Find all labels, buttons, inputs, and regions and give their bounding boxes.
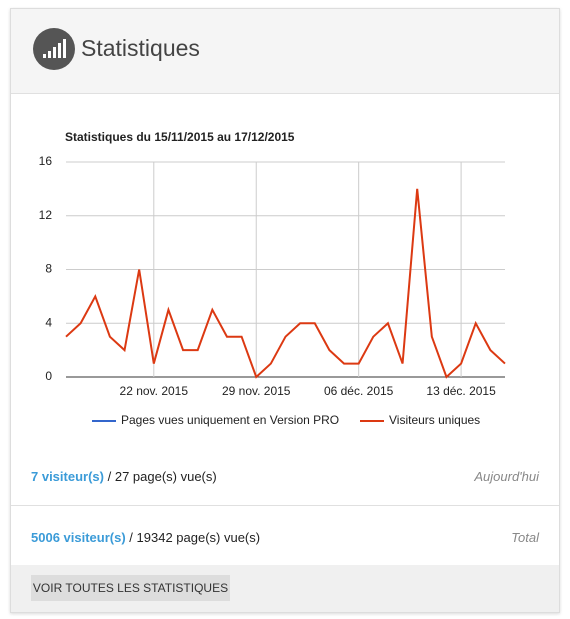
x-tick-label: 22 nov. 2015	[120, 384, 189, 398]
x-tick-label: 29 nov. 2015	[222, 384, 291, 398]
card-footer: VOIR TOUTES LES STATISTIQUES	[11, 565, 559, 612]
stats-card: Statistiques 7 visiteur(s) / 27 page(s) …	[10, 8, 560, 613]
y-tick-label: 12	[39, 208, 53, 222]
x-tick-label: 06 déc. 2015	[324, 384, 394, 398]
y-tick-label: 4	[45, 315, 52, 329]
y-tick-label: 0	[45, 369, 52, 383]
stats-icon	[33, 28, 75, 70]
pages: / 19342 page(s) vue(s)	[129, 530, 261, 545]
stat-row: 7 visiteur(s) / 27 page(s) vue(s) Aujour…	[11, 461, 559, 491]
data-line	[65, 188, 506, 379]
all-stats-button[interactable]: VOIR TOUTES LES STATISTIQUES	[31, 575, 230, 601]
visitors[interactable]: 5006 visiteur(s)	[31, 530, 126, 545]
card-header: Statistiques	[11, 9, 559, 94]
legend-label: Pages vues uniquement en Version PRO	[121, 413, 339, 427]
x-tick-label: 13 déc. 2015	[426, 384, 496, 398]
visitors[interactable]: 7 visiteur(s)	[31, 469, 104, 484]
period: Total	[511, 530, 539, 545]
stat-row: 5006 visiteur(s) / 19342 page(s) vue(s) …	[11, 522, 559, 552]
legend-label: Visiteurs uniques	[389, 413, 480, 427]
y-tick-label: 16	[39, 154, 53, 168]
chart: Statistiques du 15/11/2015 au 17/12/2015…	[39, 130, 506, 427]
pages: / 27 page(s) vue(s)	[107, 469, 217, 484]
card-title: Statistiques	[81, 35, 200, 61]
divider	[11, 505, 559, 506]
chart-title: Statistiques du 15/11/2015 au 17/12/2015	[65, 130, 295, 144]
period: Aujourd'hui	[474, 469, 539, 484]
y-tick-label: 8	[45, 262, 52, 276]
